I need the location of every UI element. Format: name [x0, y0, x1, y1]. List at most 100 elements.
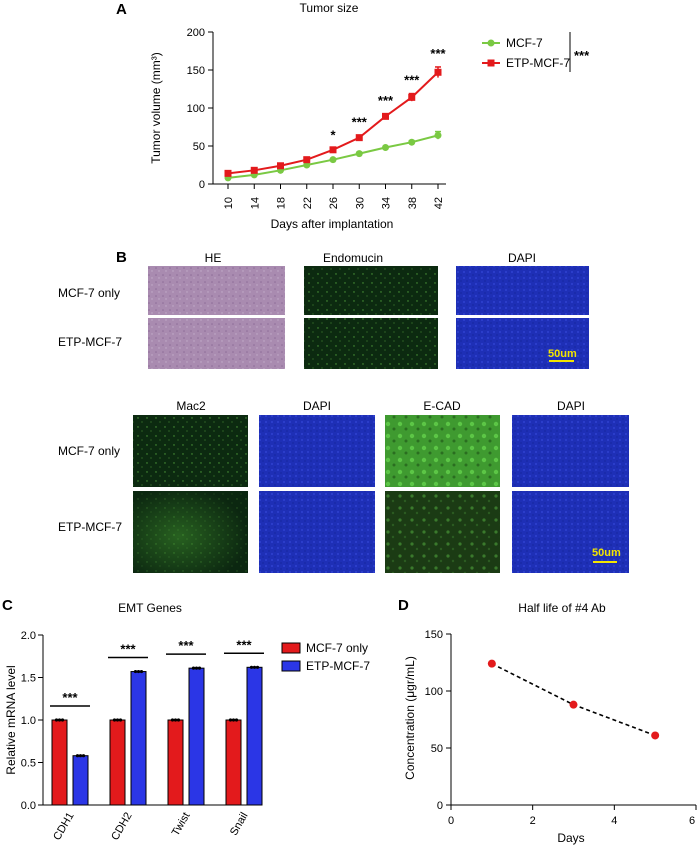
panel-d-xtick-label: 2: [530, 815, 536, 827]
panel-d-point: [569, 700, 578, 709]
panel-c-dot: [60, 718, 65, 722]
panel-a-ytick-label: 0: [199, 179, 205, 191]
legend-significance: ***: [574, 48, 590, 63]
panel-c-dot: [173, 718, 178, 722]
panel-a-xtick-label: 42: [433, 197, 445, 209]
col-label-dapi-2: DAPI: [557, 399, 585, 413]
panel-a-xtick-label: 18: [276, 197, 288, 209]
panel-a-point-mcf7: [434, 131, 442, 139]
row-label-mcf7-top: MCF-7 only: [58, 286, 120, 300]
panel-c-ytick-label: 1.0: [21, 715, 36, 727]
panel-c-bar: [188, 667, 205, 806]
panel-a-point-etp: [224, 169, 232, 177]
image-ecad-etp: [385, 491, 500, 573]
image-mac2-etp-texture: [133, 491, 248, 573]
panel-c-xtick-label: Snail: [228, 811, 251, 838]
panel-a-ytick-label: 200: [187, 27, 205, 39]
image-endomucin-mcf7: [304, 266, 438, 315]
panel-a-ytick-label: 150: [187, 65, 205, 77]
panel-label-d: D: [398, 597, 409, 614]
scale-bar-label-bottom: 50um: [592, 547, 621, 559]
panel-c-dot: [252, 665, 257, 669]
panel-a-line-chart: Tumor size Tumor volume (mm³) Days after…: [149, 1, 590, 231]
panel-c-bar: [109, 719, 126, 806]
panel-a-ytick-label: 50: [193, 141, 205, 153]
panel-d-ytick-label: 100: [425, 686, 443, 698]
panel-c-bar: [130, 671, 147, 806]
panel-d-xtick-label: 0: [448, 815, 454, 827]
panel-c-ytick-label: 1.5: [21, 673, 36, 685]
panel-a-point-etp: [408, 93, 416, 101]
panel-d-dashed-line: [491, 662, 656, 737]
panel-c-dot: [57, 718, 62, 722]
panel-c-dot: [176, 718, 181, 722]
panel-d-xtick-label: 6: [689, 815, 695, 827]
legend-swatch-mcf7-only: [281, 642, 301, 654]
panel-c-title: EMT Genes: [118, 601, 182, 615]
col-label-mac2: Mac2: [176, 399, 206, 413]
panel-a-point-etp: [382, 112, 389, 120]
panel-d-scatter-chart: Half life of #4 Ab Concentration (μgr/mL…: [403, 601, 697, 845]
panel-c-dot: [115, 718, 120, 722]
panel-a-point-etp: [434, 68, 442, 76]
panel-c-dot: [133, 669, 138, 674]
panel-d-ytick-label: 0: [437, 800, 443, 812]
panel-c-dot: [136, 669, 141, 674]
panel-c-bar: [72, 755, 89, 806]
panel-c-dot: [194, 666, 199, 670]
panel-a-xtick-label: 26: [328, 197, 340, 209]
panel-c-dot: [118, 718, 123, 722]
panel-a-significance: *: [330, 127, 336, 142]
panel-a-xtick-label: 30: [354, 197, 366, 209]
panel-d-point: [651, 731, 660, 740]
panel-c-bar: [225, 719, 242, 806]
panel-a-xtick-label: 10: [223, 197, 235, 209]
panel-a-xtick-label: 34: [381, 197, 393, 209]
panel-a-significance: ***: [404, 73, 420, 88]
panel-a-point-mcf7: [303, 161, 311, 169]
panel-c-ylabel: Relative mRNA level: [4, 665, 18, 774]
panel-b-top-micrographs: HE Endomucin DAPI MCF-7 only ETP-MCF-7 5…: [58, 251, 589, 369]
legend-swatch-etp-mcf7: [281, 660, 301, 672]
panel-a-point-etp: [303, 156, 311, 164]
panel-a-point-mcf7: [408, 138, 416, 146]
panel-c-dot: [54, 718, 59, 722]
legend-marker-mcf7: [487, 39, 495, 47]
panel-a-xtick-label: 22: [302, 197, 314, 209]
image-endomucin-etp: [304, 318, 438, 369]
panel-c-dot: [78, 754, 83, 758]
panel-c-dot: [170, 718, 175, 722]
panel-a-point-etp: [355, 134, 363, 142]
panel-c-significance: ***: [120, 642, 136, 657]
panel-c-bar: [167, 719, 184, 806]
col-label-dapi-top: DAPI: [508, 251, 536, 265]
image-mac2-mcf7: [133, 415, 248, 487]
panel-c-dot: [231, 718, 236, 722]
image-dapi2-etp: [512, 491, 629, 573]
legend-label-mcf7-only: MCF-7 only: [306, 641, 368, 655]
panel-c-dot: [255, 665, 260, 669]
panel-c-ytick-label: 0.0: [21, 800, 36, 812]
panel-c-bar-chart: EMT Genes Relative mRNA level 0.0 0.5 1.0 1…: [4, 601, 370, 842]
panel-c-xtick-label: CDH2: [109, 811, 134, 843]
panel-c-dot: [197, 666, 202, 670]
legend-marker-etp: [487, 59, 495, 67]
panel-c-significance: ***: [178, 638, 194, 653]
image-dapi-mcf7-top: [456, 266, 589, 315]
legend-label-etp: ETP-MCF-7: [506, 56, 570, 70]
panel-c-dot: [249, 665, 254, 669]
panel-d-ylabel: Concentration (μgr/mL): [403, 656, 417, 780]
panel-label-b: B: [116, 249, 127, 266]
panel-c-ytick-label: 2.0: [21, 630, 36, 642]
image-ecad-mcf7: [385, 415, 500, 487]
image-dapi2-mcf7: [512, 415, 629, 487]
panel-a-xtick-label: 38: [407, 197, 419, 209]
image-he-etp: [148, 318, 285, 369]
panel-d-title: Half life of #4 Ab: [518, 601, 606, 615]
panel-d-xtick-label: 4: [611, 815, 617, 827]
panel-a-ylabel: Tumor volume (mm³): [149, 52, 163, 164]
image-dapi1-etp: [259, 491, 375, 573]
panel-a-point-mcf7: [382, 144, 389, 152]
panel-a-point-mcf7: [355, 150, 363, 158]
